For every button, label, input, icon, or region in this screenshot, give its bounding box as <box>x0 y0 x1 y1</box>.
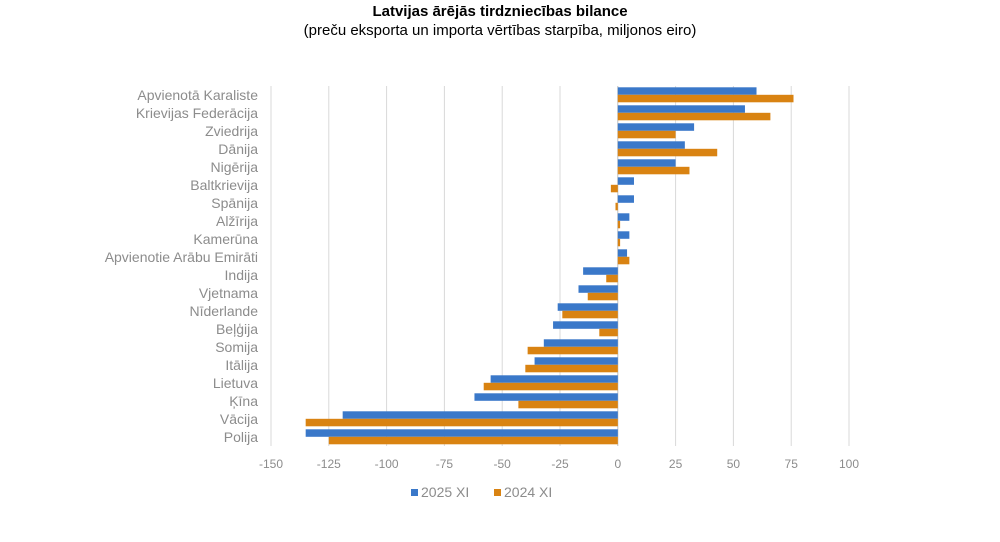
category-label: Nigērija <box>211 159 259 175</box>
category-label: Vācija <box>220 411 258 427</box>
category-label: Apvienotā Karaliste <box>137 87 258 103</box>
bar-series-1 <box>617 141 685 149</box>
legend-swatch <box>494 489 501 496</box>
bar-series-2 <box>328 436 618 445</box>
category-label: Apvienotie Arābu Emirāti <box>105 249 258 265</box>
bar-series-2 <box>305 418 618 427</box>
bar-series-2 <box>617 112 771 121</box>
legend: 2025 XI 2024 XI <box>411 484 552 500</box>
x-axis-tick-labels: -150 -125 -100 -75 -50 -25 0 25 50 75 100 <box>259 457 859 471</box>
x-tick-label: 25 <box>669 457 683 471</box>
bar-series-1 <box>617 159 676 167</box>
bar-series-1 <box>617 231 630 239</box>
bar-series-2 <box>606 274 618 283</box>
category-label: Somija <box>215 339 258 355</box>
x-tick-label: -25 <box>551 457 569 471</box>
x-tick-label: 100 <box>839 457 859 471</box>
bar-series-1 <box>342 411 618 419</box>
legend-item: 2025 XI <box>411 484 469 500</box>
bar-series-1 <box>557 303 618 311</box>
x-tick-label: -150 <box>259 457 283 471</box>
bar-series-1 <box>617 105 745 113</box>
bar-series-1 <box>474 393 618 401</box>
chart-title: Latvijas ārējās tirdzniecības bilance <box>372 3 628 20</box>
x-tick-label: 50 <box>727 457 741 471</box>
bars <box>305 87 794 445</box>
bar-series-1 <box>583 267 618 275</box>
legend-label: 2025 XI <box>421 484 469 500</box>
bar-series-1 <box>553 321 618 329</box>
category-label: Spānija <box>211 195 258 211</box>
category-label: Indija <box>225 267 259 283</box>
category-label: Nīderlande <box>190 303 259 319</box>
category-label: Kamerūna <box>193 231 258 247</box>
bar-series-2 <box>527 346 618 355</box>
category-label: Ķīna <box>229 393 258 409</box>
category-label: Polija <box>224 429 258 445</box>
bar-series-2 <box>483 382 618 391</box>
category-label: Itālija <box>225 357 258 373</box>
bar-series-1 <box>617 123 695 131</box>
category-label: Beļģija <box>216 321 258 337</box>
bar-series-1 <box>543 339 618 347</box>
legend-swatch <box>411 489 418 496</box>
bar-series-2 <box>617 220 621 229</box>
bar-series-1 <box>305 429 618 437</box>
bar-series-1 <box>578 285 618 293</box>
bar-series-2 <box>617 94 794 103</box>
bar-series-2 <box>562 310 618 319</box>
bar-series-2 <box>525 364 618 373</box>
category-label: Baltkrievija <box>190 177 258 193</box>
bar-series-1 <box>534 357 618 365</box>
bar-series-1 <box>617 249 628 257</box>
x-tick-label: -50 <box>494 457 512 471</box>
bar-series-1 <box>490 375 618 383</box>
category-label: Krievijas Federācija <box>136 105 258 121</box>
category-label: Alžīrija <box>216 213 258 229</box>
bar-series-1 <box>617 177 634 185</box>
bar-series-1 <box>617 87 757 95</box>
bar-series-2 <box>617 148 718 157</box>
legend-item: 2024 XI <box>494 484 552 500</box>
x-tick-label: 75 <box>785 457 799 471</box>
bar-series-2 <box>617 166 690 175</box>
x-tick-label: -75 <box>436 457 454 471</box>
category-label: Zviedrija <box>205 123 258 139</box>
bar-series-2 <box>617 256 630 265</box>
x-tick-label: 0 <box>614 457 621 471</box>
bar-series-2 <box>617 238 621 247</box>
gridlines <box>270 86 850 446</box>
x-tick-label: -125 <box>317 457 341 471</box>
category-label: Lietuva <box>213 375 258 391</box>
category-label: Vjetnama <box>199 285 258 301</box>
chart-subtitle: (preču eksporta un importa vērtības star… <box>303 22 697 39</box>
bar-series-2 <box>615 202 618 211</box>
bar-series-2 <box>610 184 618 193</box>
category-labels: Apvienotā Karaliste Krievijas Federācija Z… <box>105 87 259 445</box>
category-label: Dānija <box>218 141 258 157</box>
legend-label: 2024 XI <box>504 484 552 500</box>
x-tick-label: -100 <box>375 457 399 471</box>
bar-series-1 <box>617 213 630 221</box>
bar-series-2 <box>518 400 618 409</box>
bar-series-2 <box>617 130 676 139</box>
bar-series-1 <box>617 195 634 203</box>
bar-series-2 <box>587 292 618 301</box>
bar-series-2 <box>599 328 618 337</box>
